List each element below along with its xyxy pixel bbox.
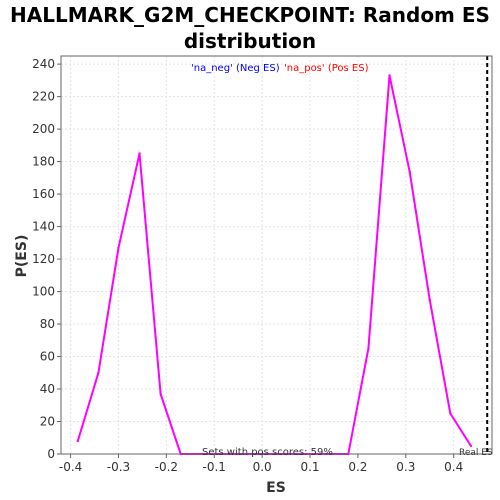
data-point: [159, 392, 162, 396]
x-tick-label: 0.4: [444, 460, 463, 474]
x-tick-label: 0.0: [253, 460, 272, 474]
y-tick-label: 200: [32, 122, 55, 136]
data-point: [388, 74, 391, 77]
x-tick-label: -0.3: [107, 460, 130, 474]
y-tick-label: 240: [32, 57, 55, 71]
y-tick-label: 140: [32, 220, 55, 234]
y-tick-label: 220: [32, 90, 55, 104]
series-layer: [76, 74, 473, 456]
data-point: [367, 347, 370, 350]
chart-title: HALLMARK_G2M_CHECKPOINT: Random ES distr…: [10, 3, 490, 53]
data-point: [76, 439, 79, 443]
y-tick-label: 40: [40, 382, 55, 396]
y-tick-label: 60: [40, 350, 55, 364]
y-tick-label: 180: [32, 155, 55, 169]
grid-layer: [61, 56, 492, 455]
data-point: [97, 371, 100, 374]
x-axis-label: ES: [266, 480, 286, 496]
y-tick-label: 160: [32, 187, 55, 201]
pos-scores-annotation: Sets with pos scores: 59%: [202, 447, 333, 458]
x-tick-layer: -0.4 -0.3 -0.2 -0.1 0.0 0.1 0.2 0.3 0.4: [59, 454, 463, 474]
x-tick-label: 0.2: [348, 460, 367, 474]
neg-es-series-line: [76, 152, 182, 455]
y-tick-label: 80: [40, 317, 55, 331]
y-axis-label: P(ES): [14, 235, 30, 278]
y-tick-label: 0: [47, 447, 55, 461]
real-es-label: Real ES: [459, 448, 493, 458]
plot-frame: [60, 55, 493, 455]
x-tick-label: -0.4: [59, 460, 82, 474]
y-tick-layer: 0 20 40 60 80 100 120 140 160 180 200 220 240: [32, 57, 61, 461]
y-tick-label: 20: [40, 415, 55, 429]
x-tick-label: -0.2: [155, 460, 178, 474]
data-point: [408, 170, 411, 173]
legend-pos: 'na_pos' (Pos ES): [284, 63, 369, 74]
x-tick-label: 0.3: [396, 460, 415, 474]
data-point: [469, 444, 473, 448]
data-point: [117, 246, 120, 249]
pos-es-series-line: [180, 74, 472, 455]
legend-neg: 'na_neg' (Neg ES): [191, 63, 280, 74]
data-point: [138, 152, 141, 155]
x-tick-label: 0.1: [300, 460, 319, 474]
data-point: [428, 298, 431, 301]
x-tick-label: -0.1: [203, 460, 226, 474]
y-tick-label: 100: [32, 285, 55, 299]
y-tick-label: 120: [32, 252, 55, 266]
data-point: [449, 412, 452, 415]
